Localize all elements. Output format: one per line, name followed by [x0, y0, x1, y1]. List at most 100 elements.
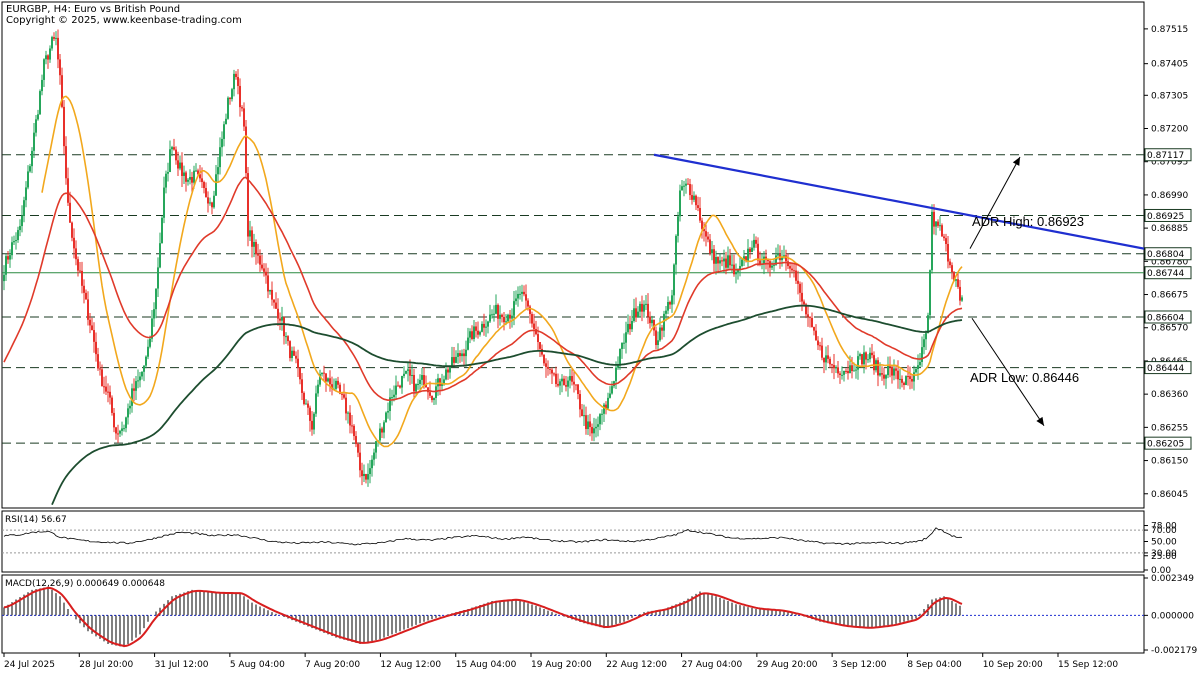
- candle-body: [531, 314, 533, 324]
- panel-frame-0: [1, 1, 1145, 509]
- candle-body: [295, 355, 297, 359]
- candle-body: [355, 436, 357, 445]
- candle-body: [635, 308, 637, 318]
- candle-body: [743, 256, 745, 260]
- level-price-label: 0.86744: [1147, 269, 1184, 279]
- candle-body: [869, 352, 871, 360]
- candle-body: [539, 342, 541, 349]
- candle-body: [443, 379, 445, 384]
- candlesticks: [3, 29, 963, 487]
- price-tick-label: 0.86990: [1151, 191, 1188, 201]
- time-tick-label: 29 Aug 20:00: [757, 660, 818, 670]
- candle-body: [189, 176, 191, 180]
- price-axis: 0.87515 0.87405 0.87305 0.87200 0.87095 0.869…: [1144, 25, 1192, 500]
- level-price-tag: [1144, 208, 1192, 222]
- candle-body: [413, 374, 415, 392]
- candle-body: [451, 357, 453, 368]
- candle-body: [705, 231, 707, 237]
- candle-body: [485, 326, 487, 328]
- macd-tick-label: -0.002179: [1151, 646, 1197, 656]
- candle-body: [41, 79, 43, 92]
- candle-body: [99, 368, 101, 370]
- candle-body: [445, 369, 447, 380]
- candle-body: [319, 374, 321, 385]
- candle-body: [645, 303, 647, 305]
- candle-body: [785, 255, 787, 262]
- candle-body: [379, 428, 381, 441]
- level-price-label: 0.86205: [1147, 440, 1184, 450]
- candle-body: [57, 37, 59, 60]
- candle-body: [731, 264, 733, 266]
- candle-body: [255, 242, 257, 255]
- macd-label: MACD(12,26,9) 0.000649 0.000648: [5, 579, 165, 589]
- candle-body: [187, 179, 189, 182]
- candle-body: [881, 373, 883, 375]
- candle-body: [483, 323, 485, 328]
- candle-body: [919, 361, 921, 366]
- price-tick-label: 0.86780: [1151, 257, 1188, 267]
- candle-body: [631, 320, 633, 330]
- macd-signal-line: [3, 586, 963, 648]
- candle-body: [555, 373, 557, 384]
- candle-body: [339, 384, 341, 394]
- candle-body: [837, 367, 839, 374]
- candle-body: [545, 363, 547, 367]
- price-tick-label: 0.86360: [1151, 390, 1188, 400]
- candle-body: [3, 274, 5, 282]
- candle-body: [691, 195, 693, 200]
- candle-body: [627, 323, 629, 333]
- candle-body: [213, 195, 215, 208]
- candle-body: [739, 265, 741, 270]
- candle-body: [205, 188, 207, 198]
- candle-body: [709, 239, 711, 254]
- candle-body: [569, 376, 571, 381]
- candle-body: [21, 215, 23, 227]
- candle-body: [753, 239, 755, 248]
- candle-body: [315, 393, 317, 414]
- price-tick-label: 0.86255: [1151, 423, 1188, 433]
- macd-tick-label: 0.002349: [1151, 574, 1194, 584]
- candle-body: [781, 257, 783, 261]
- rsi-label: RSI(14) 56.67: [5, 515, 67, 525]
- candle-body: [195, 170, 197, 172]
- time-tick-label: 22 Aug 12:00: [606, 660, 667, 670]
- adr-high-label: ADR High: 0.86923: [972, 214, 1085, 230]
- candle-body: [903, 382, 905, 386]
- candle-body: [677, 216, 679, 236]
- panel-frames: [1, 1, 1145, 654]
- candle-body: [199, 174, 201, 179]
- candle-body: [943, 236, 945, 239]
- price-tick-label: 0.87405: [1151, 60, 1188, 70]
- candle-body: [959, 286, 961, 301]
- candle-body: [15, 240, 17, 242]
- candle-body: [955, 279, 957, 281]
- candle-body: [283, 317, 285, 337]
- candle-body: [703, 228, 705, 232]
- candle-body: [425, 384, 427, 388]
- candle-body: [861, 354, 863, 365]
- candle-body: [713, 249, 715, 264]
- candle-body: [883, 374, 885, 379]
- candle-body: [437, 378, 439, 387]
- candle-body: [593, 428, 595, 434]
- candle-body: [393, 394, 395, 398]
- candle-body: [637, 311, 639, 318]
- candle-body: [95, 341, 97, 355]
- candle-body: [19, 226, 21, 231]
- candle-body: [87, 299, 89, 320]
- candle-body: [79, 270, 81, 272]
- candle-body: [267, 275, 269, 292]
- candle-body: [261, 264, 263, 269]
- candle-body: [115, 427, 117, 434]
- candle-body: [665, 310, 667, 314]
- candle-body: [345, 397, 347, 414]
- horizontal-levels: [2, 154, 1144, 444]
- candle-body: [505, 321, 507, 323]
- candle-body: [75, 248, 77, 260]
- candle-body: [617, 365, 619, 368]
- candle-body: [93, 330, 95, 342]
- candle-body: [135, 381, 137, 391]
- candle-body: [653, 319, 655, 331]
- candle-body: [493, 313, 495, 315]
